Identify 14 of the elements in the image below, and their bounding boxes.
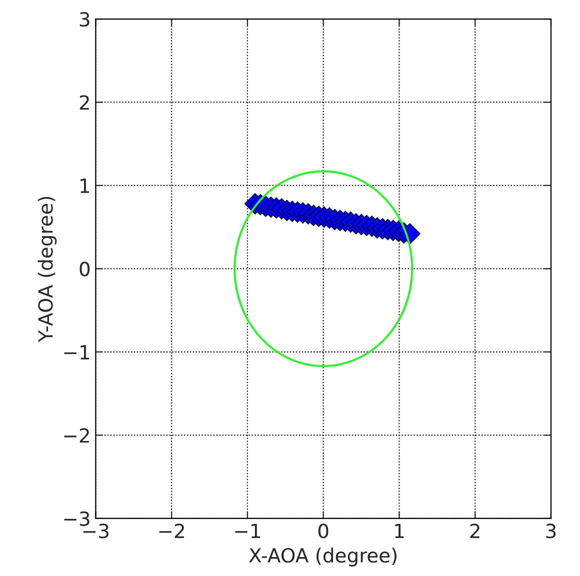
y-tick-label: −1 (64, 345, 90, 360)
y-tick-label: −2 (64, 428, 89, 443)
x-tick-label: 1 (395, 524, 404, 538)
y-tick-label: 1 (80, 178, 90, 193)
x-tick-label: −2 (159, 524, 184, 538)
x-tick-label: 3 (546, 524, 556, 538)
y-tick-label: 2 (80, 95, 89, 110)
x-tick-label: 2 (470, 524, 480, 538)
y-tick-label: 0 (80, 262, 90, 276)
x-tick-label: 0 (318, 524, 328, 538)
y-axis-title: Y-AOA (degree) (38, 196, 57, 342)
y-tick-label: 3 (80, 12, 90, 27)
x-tick-label: −1 (235, 524, 260, 538)
x-axis-title: X-AOA (degree) (249, 548, 396, 566)
